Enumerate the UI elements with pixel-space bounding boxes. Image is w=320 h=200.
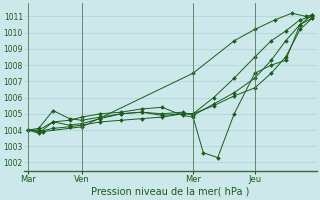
X-axis label: Pression niveau de la mer( hPa ): Pression niveau de la mer( hPa )	[91, 187, 250, 197]
